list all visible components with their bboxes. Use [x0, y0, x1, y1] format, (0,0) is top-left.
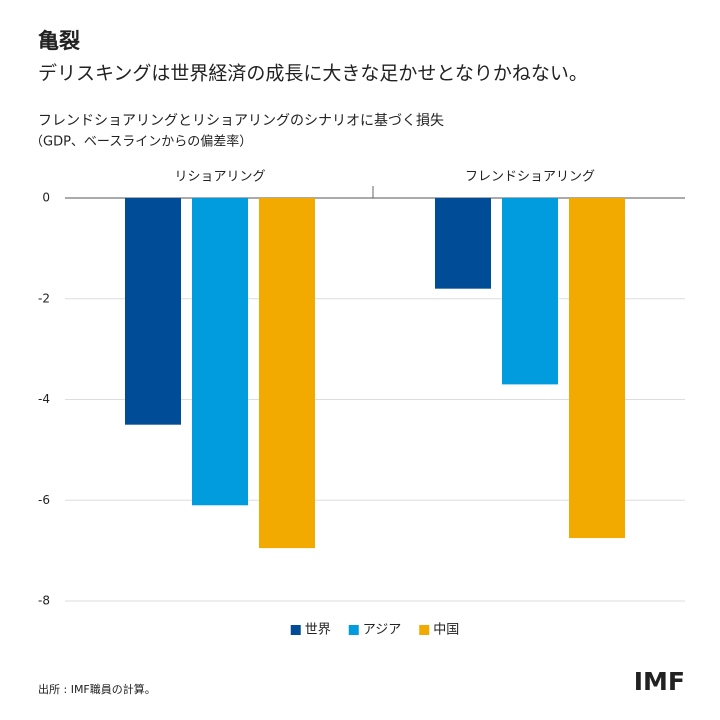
bar	[125, 198, 181, 425]
page-title: 亀裂	[38, 29, 80, 53]
chart-title: フレンドショアリングとリショアリングのシナリオに基づく損失	[38, 112, 444, 129]
y-tick-label: -2	[38, 291, 50, 305]
logo: IMF	[634, 667, 685, 696]
bar	[502, 198, 558, 385]
y-tick-label: 0	[42, 191, 50, 205]
y-tick-label: -4	[38, 392, 50, 406]
legend-swatch	[419, 625, 430, 635]
legend-swatch	[290, 625, 301, 635]
category-label: フレンドショアリング	[465, 170, 595, 185]
y-tick-label: -6	[38, 493, 50, 507]
legend-swatch	[348, 625, 359, 635]
legend-label: アジア	[363, 623, 401, 638]
bar	[259, 198, 315, 549]
bar	[435, 198, 491, 289]
chart-subtitle: （GDP、ベースラインからの偏差率）	[30, 134, 252, 150]
y-tick-label: -8	[38, 594, 50, 608]
legend-label: 世界	[305, 623, 331, 638]
legend-label: 中国	[433, 623, 459, 638]
category-label: リショアリング	[174, 170, 265, 185]
bar	[192, 198, 248, 506]
bar	[569, 198, 625, 539]
headline: デリスキングは世界経済の成長に大きな足かせとなりかねない。	[38, 63, 588, 85]
source-note: 出所 : IMF職員の計算。	[38, 682, 156, 696]
